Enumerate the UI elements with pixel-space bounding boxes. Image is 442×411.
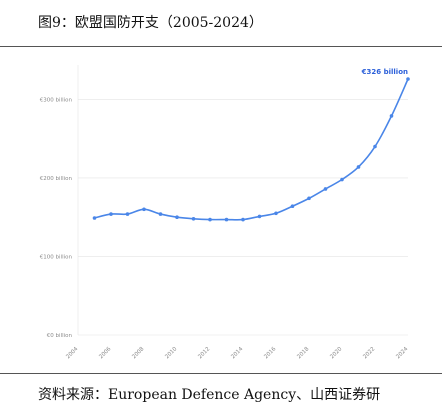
source-note: 资料来源：European Defence Agency、山西证券研 [38,387,381,403]
data-point [389,114,394,118]
x-tick-label: 2018 [296,346,310,360]
top-rule [0,46,442,47]
x-tick-label: 2016 [263,346,277,360]
data-point [257,214,262,219]
series-line [94,78,409,221]
x-tick-label: 2010 [164,346,178,360]
y-tick-label: €0 billion [47,333,73,339]
data-point [406,77,410,81]
data-point [175,215,179,220]
x-tick-label: 2012 [197,346,211,360]
data-point [125,212,130,216]
x-tick-label: 2020 [329,346,343,360]
y-tick-label: €300 billion [40,97,73,103]
data-point [92,216,97,220]
data-point [142,207,146,212]
data-point [323,187,328,191]
data-point [274,211,278,216]
data-point [307,196,311,201]
data-point [191,216,196,221]
data-point [241,217,245,222]
callout-label: €326 billion [361,68,408,76]
data-point [208,217,212,222]
x-tick-label: 2024 [395,346,409,360]
data-point [224,217,229,222]
x-tick-label: 2006 [98,346,112,360]
bottom-rule [0,373,442,374]
chart-area: €0 billion €100 billion €200 billion €300 b… [0,47,442,373]
x-tick-label: 2008 [131,346,145,360]
x-tick-label: 2004 [65,346,79,360]
data-point [158,212,163,216]
y-tick-label: €200 billion [40,176,73,182]
data-point [373,144,377,149]
data-point [340,177,344,182]
line-chart: €0 billion €100 billion €200 billion €300 b… [40,65,410,360]
y-tick-label: €100 billion [40,254,73,260]
data-point [109,212,113,216]
x-tick-label: 2022 [362,346,376,360]
data-point [290,204,295,209]
x-tick-label: 2014 [230,346,244,360]
figure-title: 图9：欧盟国防开支（2005-2024） [38,15,263,31]
data-point [356,165,361,169]
